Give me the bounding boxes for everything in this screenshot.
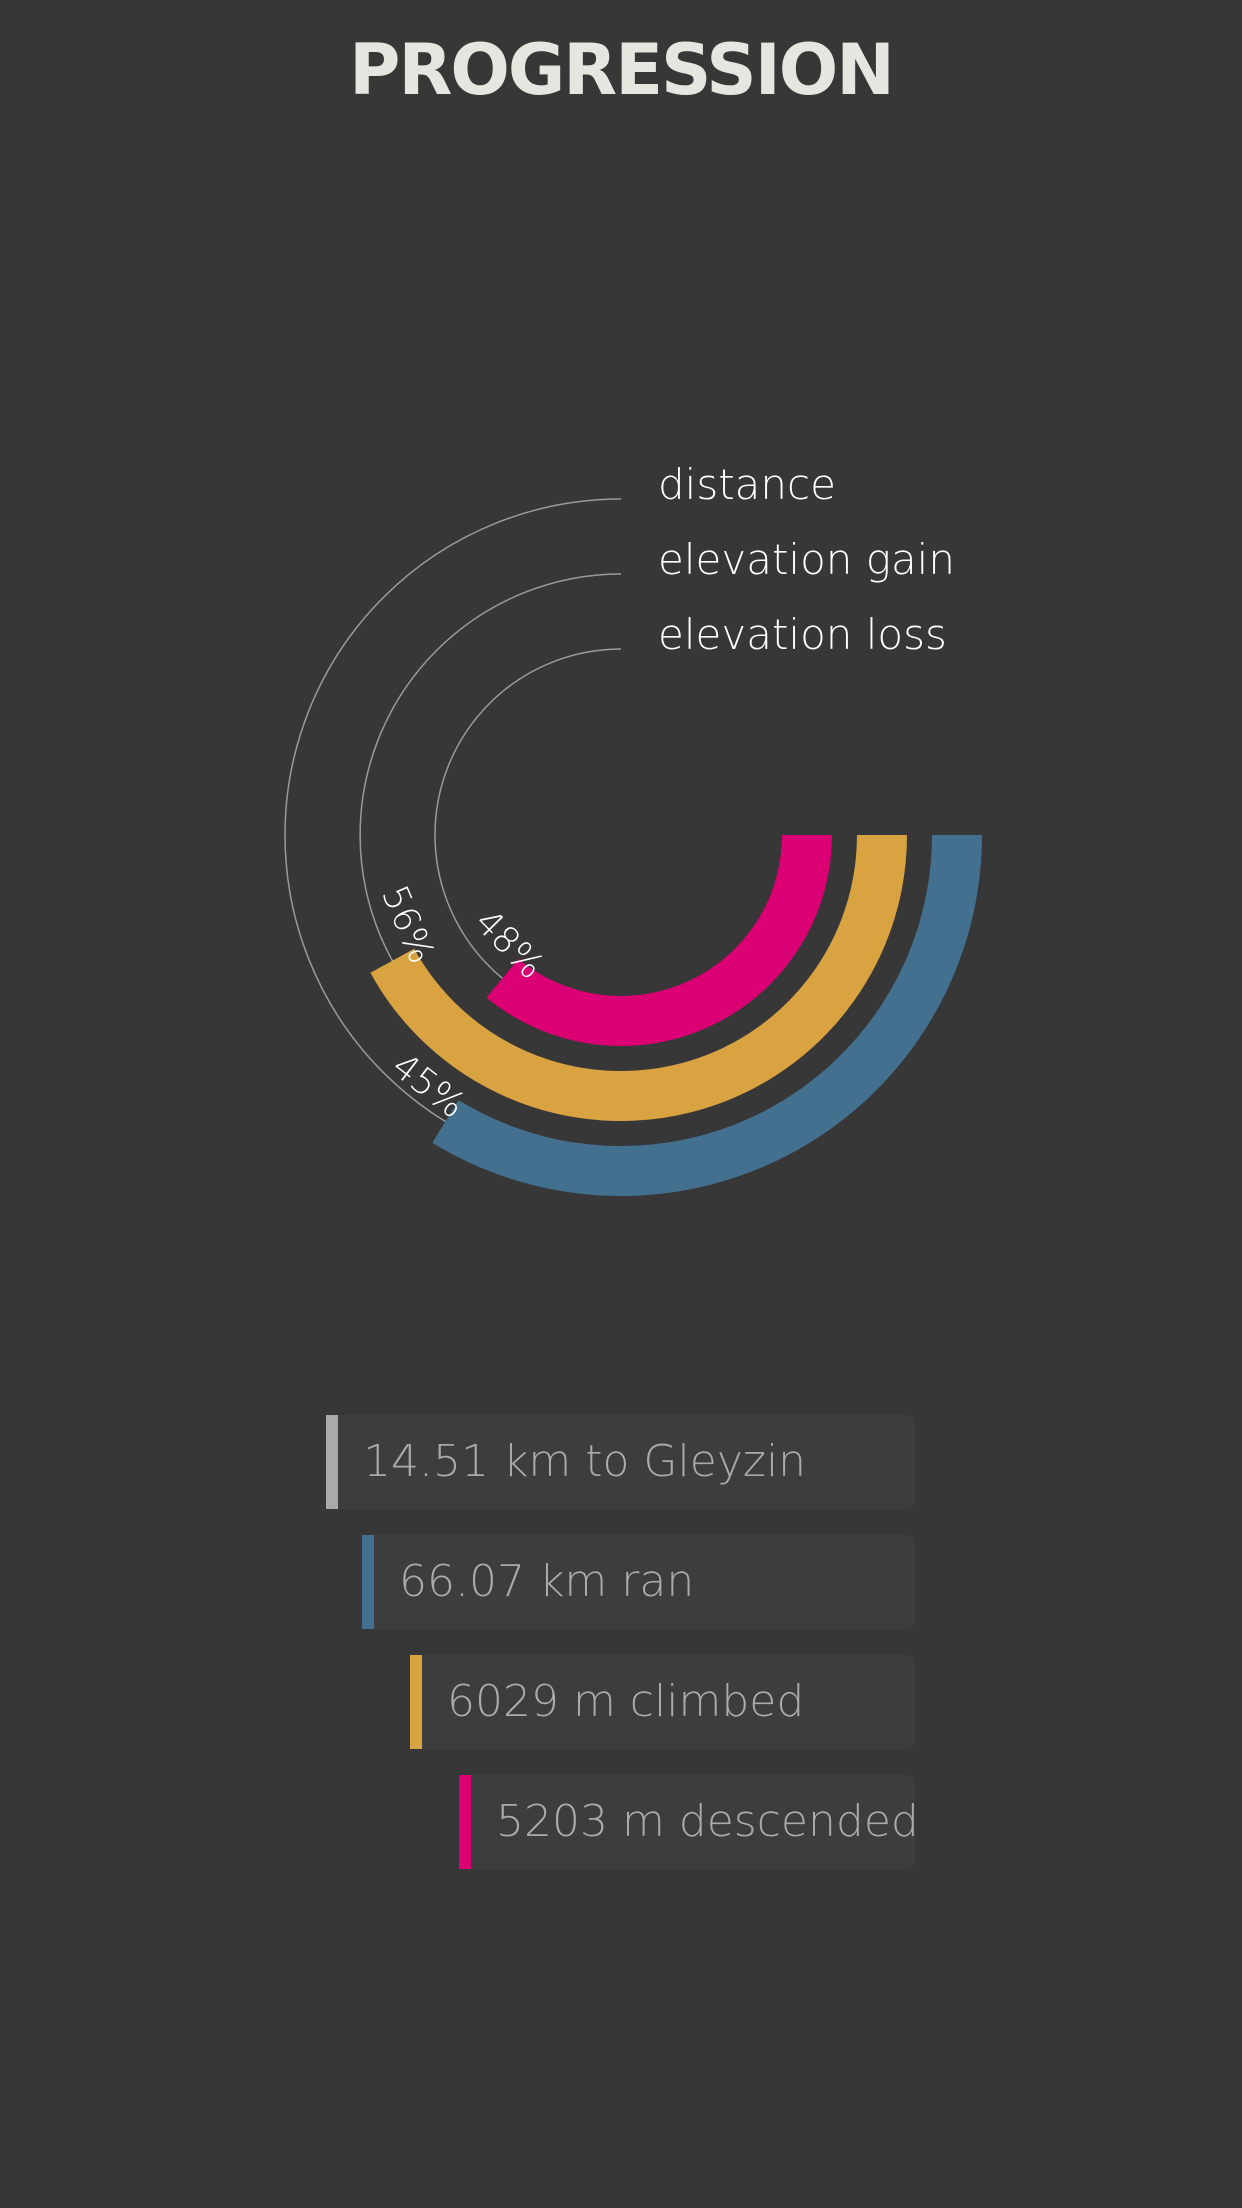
stat-card-climbed: 6029 m climbed	[410, 1655, 915, 1749]
stat-text-climbed: 6029 m climbed	[447, 1676, 805, 1727]
page-title: PROGRESSION	[349, 29, 895, 111]
stat-text-descended: 5203 m descended	[496, 1796, 919, 1847]
stat-color-bar	[410, 1655, 422, 1749]
percent-label-elevation-gain: 56%	[373, 880, 442, 970]
stat-color-bar	[459, 1775, 471, 1869]
progress-arc-elevation-loss	[486, 834, 832, 1046]
progress-arc-distance	[432, 834, 982, 1196]
stat-text-remaining: 14.51 km to Gleyzin	[363, 1436, 807, 1487]
legend-elevation-loss: elevation loss	[658, 610, 947, 659]
stat-card-descended: 5203 m descended	[459, 1775, 919, 1869]
stat-card-remaining: 14.51 km to Gleyzin	[326, 1415, 915, 1509]
legend-elevation-gain: elevation gain	[658, 535, 955, 584]
stat-text-distance: 66.07 km ran	[399, 1556, 695, 1607]
legend-distance: distance	[658, 460, 836, 509]
stat-card-distance: 66.07 km ran	[362, 1535, 915, 1629]
progress-arcs	[370, 834, 982, 1196]
stat-color-bar	[326, 1415, 338, 1509]
stat-color-bar	[362, 1535, 374, 1629]
progress-arc-elevation-gain	[370, 834, 907, 1122]
